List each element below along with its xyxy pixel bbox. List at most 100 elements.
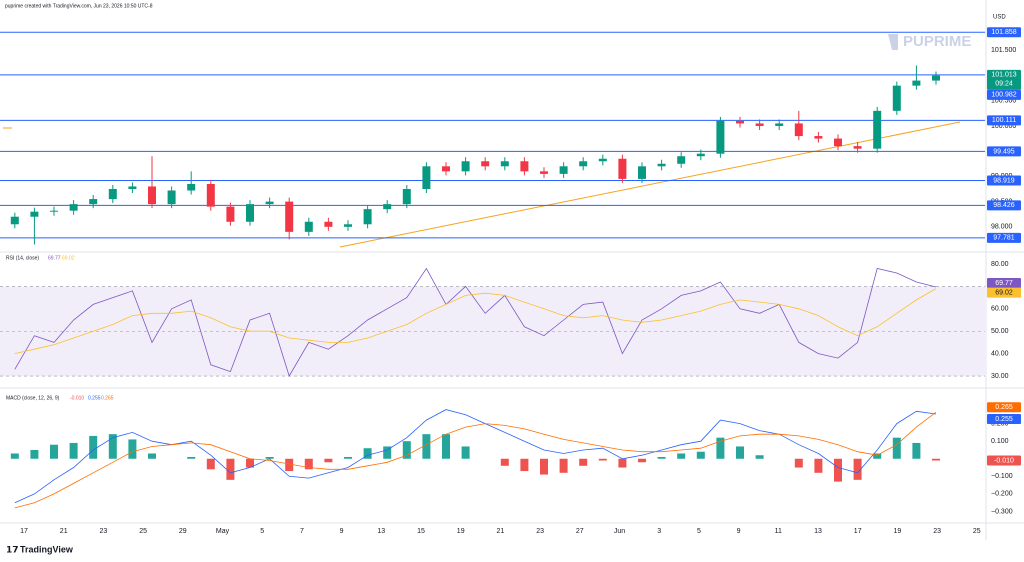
logo: PUPRIME: [888, 33, 971, 50]
histogram-bar: [540, 458, 548, 475]
level-label-box: [987, 115, 1021, 126]
x-tick-label: 25: [139, 528, 147, 535]
x-tick-label: 25: [973, 528, 981, 535]
candle-body: [834, 138, 842, 147]
histogram-bar: [30, 449, 39, 459]
last-value-box: [987, 277, 1021, 288]
candle-body: [892, 85, 901, 111]
candle-body: [775, 123, 784, 126]
last-value: 0.255: [995, 416, 1013, 423]
histogram-bar: [442, 434, 450, 459]
histogram-bar: [932, 458, 940, 461]
pane-title: RSI (14, close): [6, 255, 39, 261]
x-tick-label: May: [216, 528, 230, 535]
candle-body: [246, 204, 254, 222]
candle-body: [853, 146, 862, 149]
x-tick-label: 23: [933, 528, 941, 535]
pane-title-value: 0.265: [101, 395, 114, 401]
candle-body: [304, 221, 313, 232]
histogram-bar: [892, 437, 901, 459]
candle-body: [108, 188, 117, 200]
candle-body: [187, 183, 196, 191]
last-value: -0.010: [994, 457, 1014, 464]
x-tick-label: 19: [457, 528, 465, 535]
candle-body: [69, 204, 78, 211]
y-tick-label: 30.00: [991, 373, 1009, 380]
level-label-box: [987, 27, 1021, 38]
x-tick-label: 13: [377, 528, 385, 535]
y-tick-label: 80.00: [991, 261, 1009, 268]
level-label: 101.858: [991, 29, 1016, 36]
indicator-line: [14, 288, 937, 354]
y-tick-label: 60.00: [991, 306, 1009, 313]
histogram-bar: [657, 457, 666, 459]
candle-body: [324, 221, 333, 227]
candle-body: [10, 216, 19, 225]
countdown: 09:24: [995, 81, 1013, 88]
histogram-bar: [383, 446, 392, 459]
histogram-bar: [912, 442, 921, 459]
last-value-box: [987, 455, 1021, 466]
indicator-line: [14, 411, 937, 509]
candle-body: [50, 210, 58, 212]
candle-body: [167, 190, 176, 205]
last-value-box: [987, 402, 1021, 413]
y-tick-label: −0.200: [991, 491, 1013, 498]
candle-body: [363, 209, 372, 225]
histogram-bar: [285, 458, 294, 472]
histogram-bar: [559, 458, 568, 473]
footer-text: TradingView: [20, 544, 74, 554]
last-value: 0.265: [995, 404, 1013, 411]
logo-text: PUPRIME: [903, 33, 971, 50]
x-tick-label: 21: [497, 528, 505, 535]
last-value-box: [987, 413, 1021, 424]
candle-body: [285, 201, 294, 232]
candle-body: [873, 110, 882, 149]
histogram-bar: [500, 458, 509, 466]
last-value-box: [987, 287, 1021, 298]
candle-body: [148, 186, 156, 205]
candle-body: [383, 204, 392, 210]
histogram-bar: [677, 453, 686, 459]
y-tick-label: 50.00: [991, 328, 1009, 335]
pane-title-value: 69.02: [62, 255, 75, 261]
histogram-bar: [598, 458, 607, 461]
candle-body: [402, 188, 411, 205]
pane-title: MACD (close, 12, 26, 9): [6, 395, 60, 401]
histogram-bar: [461, 446, 470, 459]
candle-body: [912, 80, 921, 86]
y-tick-label: 98.000: [991, 224, 1013, 231]
candle-body: [481, 161, 490, 167]
level-label: 99.495: [993, 148, 1015, 155]
candle-body: [755, 123, 764, 126]
y-tick-label: 0.100: [991, 438, 1009, 445]
histogram-bar: [520, 458, 529, 472]
histogram-bar: [206, 458, 215, 470]
footer-icon: 𝟭𝟳: [6, 544, 19, 554]
histogram-bar: [363, 448, 372, 459]
histogram-bar: [716, 437, 725, 459]
histogram-bar: [755, 455, 764, 459]
level-label: 98.426: [993, 202, 1015, 209]
y-tick-label: −0.300: [991, 508, 1013, 515]
y-tick-label: 100.500: [991, 98, 1016, 105]
y-tick-label: 0.200: [991, 420, 1009, 427]
candle-body: [89, 199, 98, 205]
pane-title-value: 69.77: [48, 255, 61, 261]
x-tick-label: 17: [20, 528, 28, 535]
candle-body: [598, 158, 607, 162]
x-tick-label: 17: [854, 528, 862, 535]
candle-body: [559, 166, 568, 174]
candle-body: [442, 166, 450, 172]
histogram-bar: [696, 451, 705, 459]
level-label: 100.111: [992, 117, 1016, 124]
candle-body: [677, 156, 686, 164]
candle-body: [716, 120, 725, 154]
candle-body: [814, 136, 823, 139]
x-tick-label: 5: [697, 528, 701, 535]
level-label-box: [987, 175, 1021, 186]
histogram-bar: [69, 442, 78, 459]
candle-body: [344, 224, 352, 227]
indicator-line: [14, 267, 937, 377]
x-tick-label: 9: [340, 528, 344, 535]
